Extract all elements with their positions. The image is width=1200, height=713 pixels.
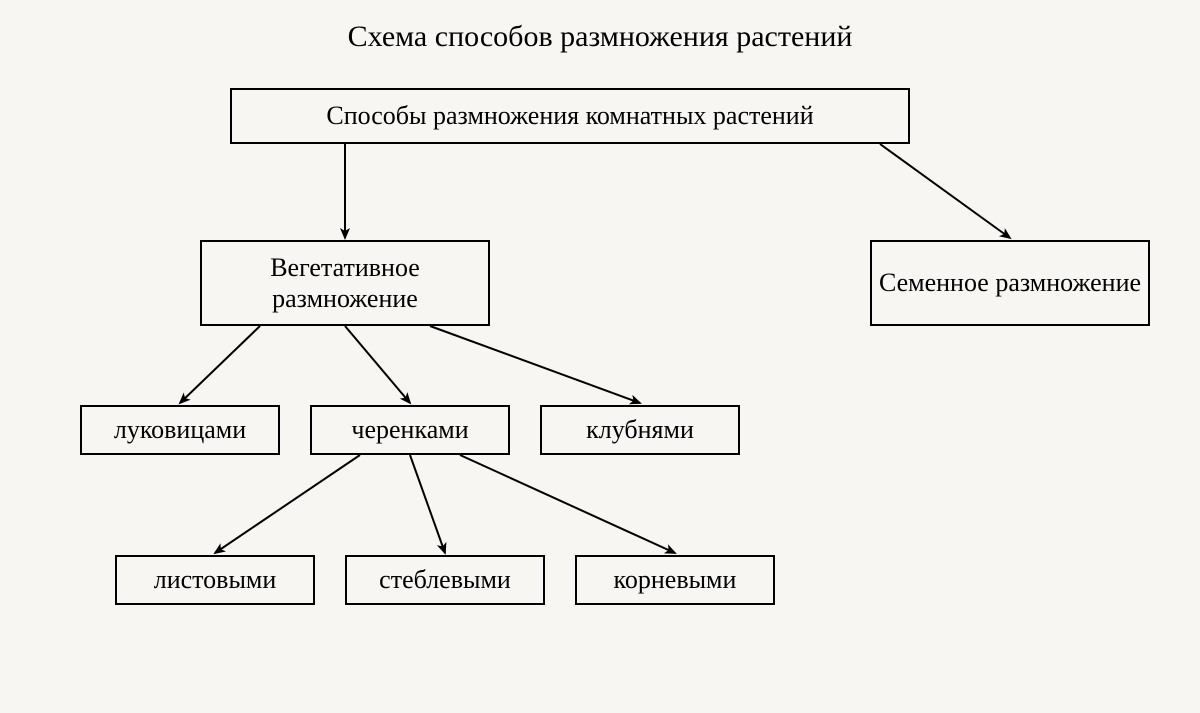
node-root: Способы размножения комнатных растений xyxy=(230,88,910,144)
edge-cut-rootc xyxy=(460,455,675,553)
node-cut: черенками xyxy=(310,405,510,455)
node-leaf: листовыми xyxy=(115,555,315,605)
edge-veg-cut xyxy=(345,326,410,403)
node-seed: Семенное размножение xyxy=(870,240,1150,326)
edge-cut-leaf xyxy=(215,455,360,553)
edge-veg-tubers xyxy=(430,326,640,403)
node-rootc: корневыми xyxy=(575,555,775,605)
node-tubers: клубнями xyxy=(540,405,740,455)
node-stem: стеблевыми xyxy=(345,555,545,605)
edge-cut-stem xyxy=(410,455,445,553)
node-veg: Вегетативное размножение xyxy=(200,240,490,326)
edge-root-seed xyxy=(880,144,1010,238)
diagram-title: Схема способов размножения растений xyxy=(0,20,1200,54)
edge-veg-bulbs xyxy=(180,326,260,403)
node-bulbs: луковицами xyxy=(80,405,280,455)
